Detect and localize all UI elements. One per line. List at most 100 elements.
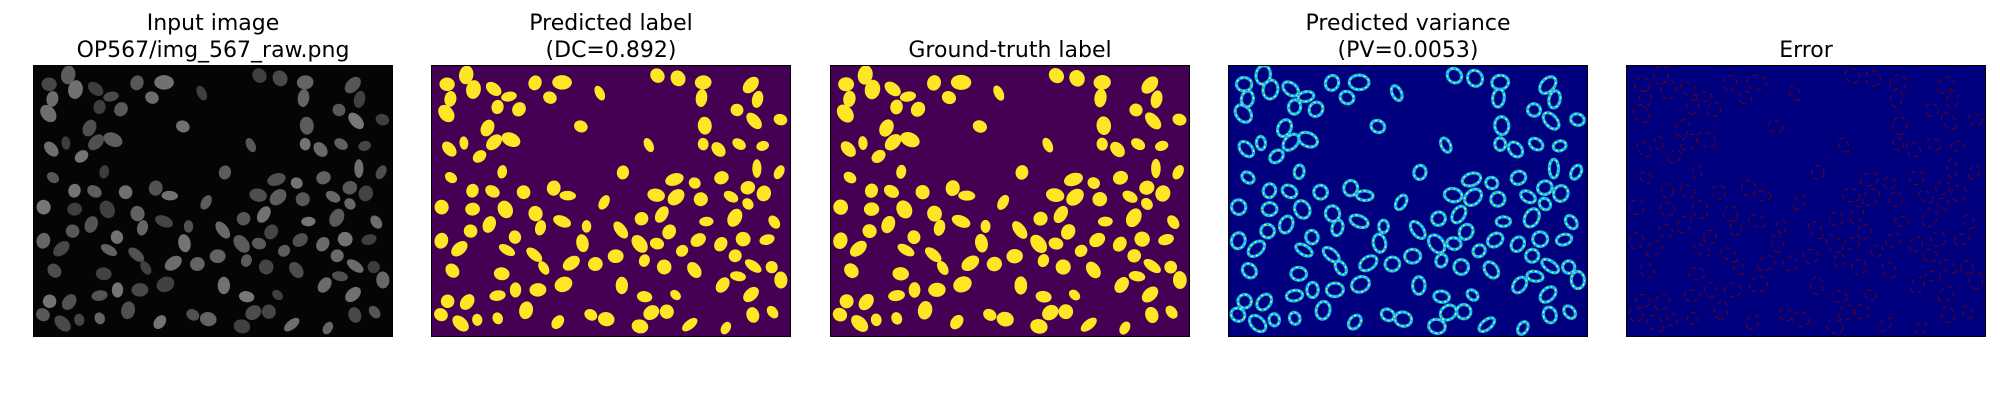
variance-ring-high [1526,270,1544,282]
ground-truth-nucleus [996,311,1014,327]
panel-title: Predicted label (DC=0.892) [401,10,821,64]
predicted-nucleus [756,140,770,151]
variance-ring-peak [1552,140,1567,152]
nucleus [264,224,279,240]
ground-truth-nucleus [888,290,905,302]
predicted-nucleus [528,205,543,222]
variance-ring-peak [1380,308,1395,322]
error-edge [1737,90,1753,105]
variance-ring-peak [1570,164,1583,180]
error-edge [1757,255,1776,272]
ground-truth-nucleus [833,199,849,215]
ground-truth-nucleus [1128,271,1146,282]
predicted-nucleus [715,277,730,293]
variance-ring-peak [1378,219,1389,234]
nucleus [145,91,159,104]
error-edge [1628,307,1644,322]
predicted-nucleus [528,75,542,91]
variance-ring-peak [1495,216,1511,227]
error-edge [1792,311,1810,327]
ground-truth-nucleus [927,205,942,222]
predicted-nucleus [723,190,739,203]
nucleus [65,224,80,238]
error-edge [1747,214,1767,229]
predicted-nucleus [631,235,648,253]
nucleus [342,180,358,195]
error-edge [1881,261,1897,279]
variance-ring-peak [1384,256,1401,272]
error-edge [1968,271,1983,289]
error-edge [1653,135,1664,151]
predicted-nucleus [543,91,557,104]
nucleus [153,315,167,330]
variance-ring-peak [1435,253,1448,268]
nucleus [130,205,145,222]
title-line-2: (PV=0.0053) [1337,38,1479,63]
variance-ring-peak [1446,237,1462,250]
ground-truth-nucleus [851,315,869,332]
nucleus [251,237,267,250]
predicted-nucleus [759,234,775,246]
error-edge [1953,233,1971,246]
predicted-nucleus [485,185,500,198]
ground-truth-nucleus [1080,317,1097,332]
ground-truth-nucleus [1141,286,1159,303]
ground-truth-nucleus [972,120,987,133]
ground-truth-nucleus [1094,88,1107,108]
ground-truth-nucleus [1085,261,1101,279]
nucleus [272,289,283,301]
nucleus [217,276,231,295]
ground-truth-nucleus [1122,190,1138,203]
nucleus [370,215,383,229]
ground-truth-nucleus [871,149,886,163]
predicted-nucleus [439,77,455,92]
predicted-nucleus [516,185,531,200]
error-edge [1802,248,1820,264]
ground-truth-nucleus [1092,192,1108,207]
nucleus [74,150,89,163]
error-edge [1939,258,1957,274]
variance-ring-peak [1343,180,1359,197]
ground-truth-nucleus [890,99,903,115]
predicted-label-frame [431,65,791,337]
panel-ground-truth-label: Ground-truth label [830,0,1190,400]
nucleus [358,140,372,151]
variance-ring-peak [1413,164,1427,180]
variance-ring-peak [1510,170,1527,185]
ground-truth-nucleus [1033,211,1048,226]
ground-truth-nucleus [1006,249,1023,264]
variance-ring-peak [1261,202,1278,216]
ground-truth-nucleus [1037,254,1050,268]
nucleus [345,286,361,303]
error-edge [1968,164,1981,180]
predicted-nucleus [551,315,565,330]
nucleus [61,294,77,310]
variance-ring-high [1306,281,1319,299]
predicted-nucleus [773,165,785,180]
predicted-nucleus [485,81,502,96]
nucleus [111,282,124,298]
variance-ring-high [1262,183,1277,199]
nucleus [154,75,174,90]
error-edge [1683,289,1702,302]
error-edge [1706,101,1722,117]
ground-truth-nucleus [974,233,988,253]
predicted-nucleus [670,70,686,87]
nucleus [46,91,59,107]
predicted-nucleus [472,150,487,163]
ground-truth-nucleus [1150,90,1163,109]
error-edge [1632,104,1650,123]
nucleus [118,185,133,200]
predicted-nucleus [740,180,756,195]
ground-truth-nucleus [1127,249,1142,263]
nucleus [317,277,332,293]
ground-truth-nucleus [1172,271,1187,289]
predicted-nucleus [463,224,478,238]
predicted-nucleus [649,237,665,250]
nucleus [353,90,366,108]
nucleus [218,165,232,180]
variance-ring-high [1446,67,1463,84]
error-edge [1829,211,1844,226]
nucleus [148,180,163,196]
error-edge [1685,99,1700,115]
